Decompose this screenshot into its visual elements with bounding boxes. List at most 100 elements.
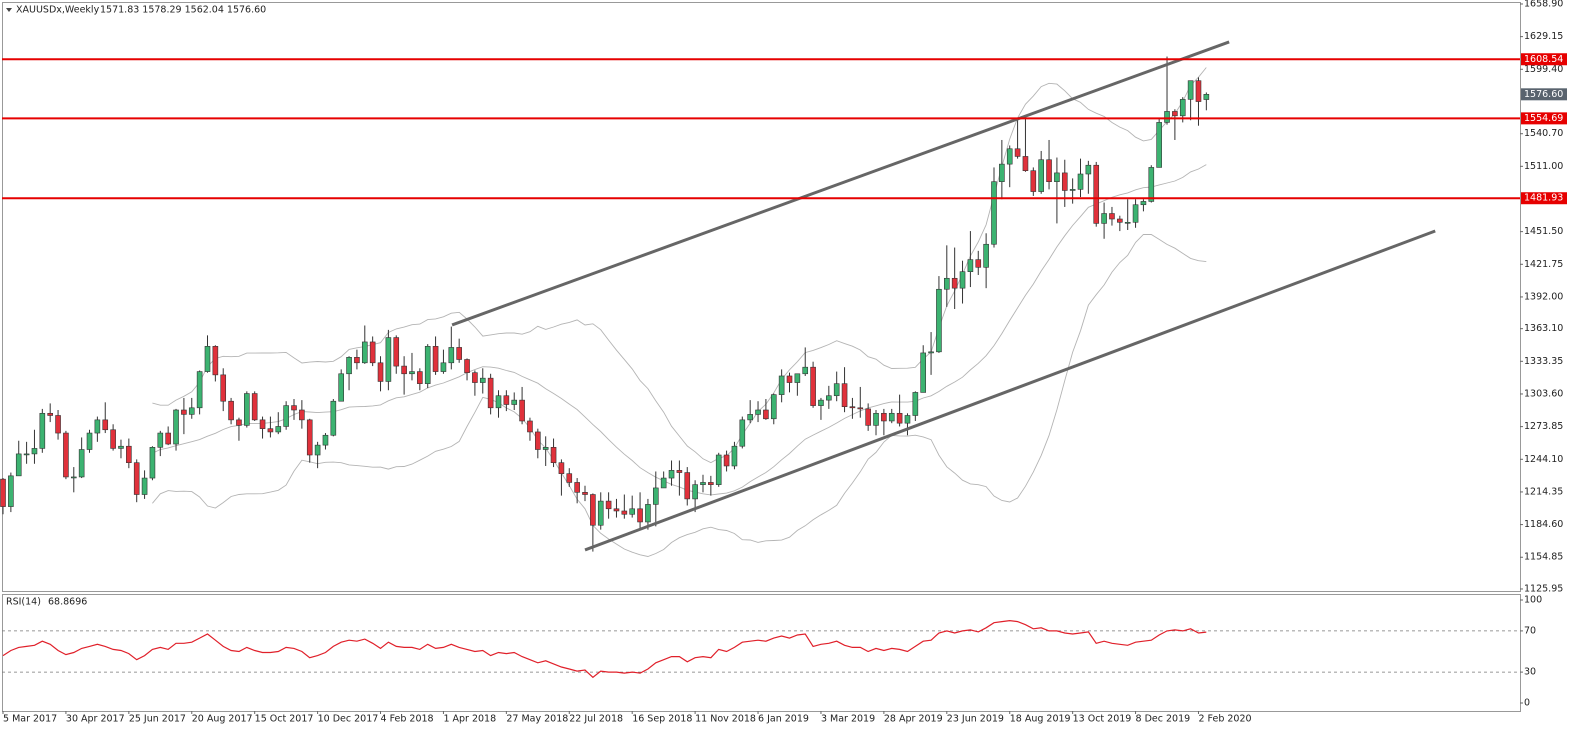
candle-body [1148, 167, 1155, 202]
candle-body [369, 341, 376, 364]
candle-body [63, 432, 69, 478]
candle-body [377, 362, 384, 382]
y-tick-label: 1421.75 [1524, 259, 1563, 270]
candle-body [558, 462, 565, 474]
candle-body [275, 426, 282, 433]
x-tick-label: 8 Dec 2019 [1136, 714, 1191, 725]
price-label-box [1521, 88, 1567, 101]
candle-body [731, 445, 738, 467]
x-tick-label: 16 Sep 2018 [632, 714, 692, 725]
candle-body [479, 377, 486, 383]
candle-body [1164, 111, 1170, 123]
candle-body [1030, 170, 1037, 192]
candle-body [676, 470, 683, 473]
candle-body [70, 476, 77, 479]
candle-body [912, 392, 919, 416]
candle-body [291, 405, 297, 411]
candle-body [527, 420, 533, 433]
x-tick-label: 6 Jan 2019 [758, 714, 809, 725]
candle-body [472, 372, 478, 383]
candle-body [605, 500, 612, 510]
y-tick-label: 1244.10 [1524, 454, 1563, 465]
candle-body [841, 383, 848, 408]
candle-body [1124, 221, 1131, 224]
candle-body [700, 482, 706, 485]
candle-body [959, 271, 966, 289]
candle-body [660, 477, 667, 489]
level-label-box [1521, 192, 1567, 205]
candle-body [126, 445, 132, 463]
candle-body [1093, 164, 1100, 224]
candle-body [873, 412, 879, 426]
y-tick-label: 1451.50 [1524, 226, 1563, 237]
candle-body [865, 408, 871, 426]
candle-body [385, 337, 392, 382]
candle-body [826, 395, 832, 401]
candle-body [692, 484, 698, 500]
candle-body [1179, 99, 1186, 117]
candle-body [417, 371, 423, 384]
candle-body [983, 243, 989, 268]
candle-body [535, 431, 541, 450]
level-label: 1481.93 [1524, 193, 1563, 204]
candle-body [267, 428, 274, 433]
candle-body [133, 462, 140, 495]
candle-body [94, 419, 101, 434]
candle-body [645, 504, 651, 523]
candle-body [338, 373, 344, 402]
candle-body [299, 409, 305, 421]
candle-body [204, 346, 211, 372]
rsi-line [2, 619, 1207, 679]
rsi-title: RSI(14) [6, 597, 41, 608]
candle-body [652, 487, 659, 505]
y-tick-label: 30 [1524, 667, 1536, 678]
candle-body [1077, 173, 1084, 190]
candle-body [102, 419, 109, 431]
candle-body [78, 449, 85, 478]
candle-body [857, 407, 864, 410]
rsi-value: 68.8696 [48, 597, 87, 608]
candle-body [314, 444, 321, 456]
candle-body [409, 371, 415, 375]
candle-body [943, 277, 950, 290]
y-tick-label: 1273.85 [1524, 421, 1563, 432]
candle-body [928, 351, 934, 354]
candle-body [511, 399, 518, 405]
ohlc-info: 1571.83 1578.29 1562.04 1576.60 [100, 5, 266, 16]
candle-body [1117, 218, 1123, 223]
candle-body [739, 419, 746, 447]
candle-body [1172, 111, 1178, 117]
candle-body [920, 352, 927, 393]
y-tick-label: 70 [1524, 625, 1536, 636]
candle-body [888, 412, 895, 422]
candle-body [597, 500, 604, 526]
candle-body [621, 510, 628, 515]
candle-body [141, 477, 148, 495]
candle-body [881, 412, 887, 422]
candle-body [47, 412, 53, 416]
candle-body [896, 412, 903, 424]
candle-body [55, 415, 61, 434]
candle-body [1069, 189, 1076, 191]
candle-body [181, 409, 187, 415]
candle-body [1054, 172, 1060, 182]
y-tick-label: 1629.15 [1524, 31, 1563, 42]
candle-body [188, 407, 195, 415]
candle-body [637, 508, 643, 523]
candle-body [15, 453, 22, 477]
candle-body [755, 409, 761, 415]
x-tick-label: 15 Oct 2017 [255, 714, 314, 725]
level-label: 1608.54 [1524, 54, 1563, 65]
candle-body [550, 447, 557, 463]
x-tick-label: 11 Nov 2018 [695, 714, 756, 725]
candle-body [157, 432, 164, 448]
candle-body [456, 347, 462, 360]
candle-body [1038, 159, 1044, 192]
x-tick-label: 2 Feb 2020 [1198, 714, 1251, 725]
bollinger-band [152, 67, 1207, 464]
y-tick-label: 1154.85 [1524, 552, 1563, 563]
y-tick-label: 1658.90 [1524, 0, 1563, 9]
x-tick-label: 23 Jun 2019 [947, 714, 1004, 725]
y-tick-label: 1599.40 [1524, 64, 1563, 75]
